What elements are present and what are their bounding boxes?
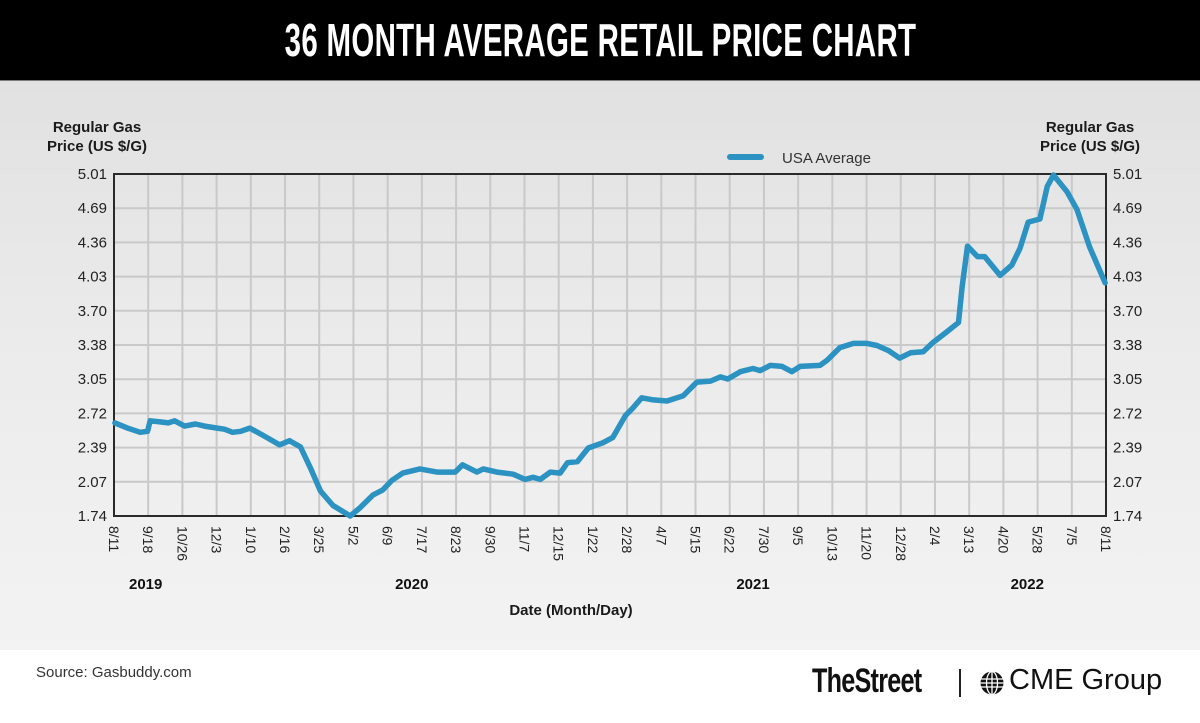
x-tick-label: 5/28 — [1030, 526, 1046, 553]
x-tick-label: 3/13 — [961, 526, 977, 553]
y-tick-label-left: 1.74 — [78, 508, 107, 525]
x-tick-label: 3/25 — [311, 526, 327, 553]
x-tick-label: 7/5 — [1064, 526, 1080, 546]
x-tick-label: 5/15 — [688, 526, 704, 553]
x-tick-label: 2/28 — [619, 526, 635, 553]
grid — [114, 174, 1106, 516]
y-tick-label-left: 5.01 — [78, 166, 107, 183]
series-group — [112, 172, 1108, 519]
y-tick-label-left: 3.38 — [78, 337, 107, 354]
x-tick-label: 2/4 — [927, 526, 943, 546]
header-bar: 36 MONTH AVERAGE RETAIL PRICE CHART — [0, 0, 1200, 81]
x-tick-label: 4/7 — [653, 526, 669, 546]
y-tick-label-right: 4.69 — [1113, 200, 1142, 217]
source-credit: Source: Gasbuddy.com — [36, 664, 192, 681]
footer: Source: Gasbuddy.com TheStreet CME Group — [0, 650, 1200, 723]
y-tick-label-left: 4.03 — [78, 269, 107, 286]
x-axis-title: Date (Month/Day) — [509, 602, 632, 619]
plot-frame — [113, 173, 1107, 517]
x-tick-label: 12/3 — [209, 526, 225, 553]
legend: USA Average — [727, 150, 871, 167]
y-tick-label-left: 2.39 — [78, 440, 107, 457]
x-tick-label: 7/17 — [414, 526, 430, 553]
x-tick-label: 1/22 — [585, 526, 601, 553]
y-axis-left: 5.01 4.69 4.36 4.03 3.70 3.38 3.05 2.72 2.39 2.07… — [78, 166, 107, 525]
year-label: 2020 — [395, 576, 428, 593]
y-tick-label-right: 5.01 — [1113, 166, 1142, 183]
y-tick-label-left: 2.07 — [78, 474, 107, 491]
y-tick-label-right: 3.70 — [1113, 303, 1142, 320]
y-tick-label-right: 3.05 — [1113, 371, 1142, 388]
y-axis-title-left-line1: Regular Gas — [53, 119, 141, 136]
x-tick-label: 5/2 — [345, 526, 361, 546]
usa-average-line — [112, 172, 1108, 519]
x-tick-label: 8/23 — [448, 526, 464, 553]
x-tick-label: 6/22 — [722, 526, 738, 553]
x-tick-label: 10/13 — [824, 526, 840, 561]
x-axis: 8/11 9/18 10/26 12/3 1/10 2/16 3/25 5/2 6/9 7/17 8… — [106, 526, 1114, 561]
y-axis-right: 5.01 4.69 4.36 4.03 3.70 3.38 3.05 2.72 2.39 2.07… — [1113, 166, 1142, 525]
y-axis-title-left-line2: Price (US $/G) — [47, 138, 147, 155]
y-tick-label-right: 1.74 — [1113, 508, 1142, 525]
x-tick-label: 8/11 — [106, 526, 122, 552]
x-tick-label: 8/11 — [1098, 526, 1114, 552]
year-label: 2022 — [1011, 576, 1044, 593]
globe-icon — [980, 670, 1004, 696]
x-tick-label: 9/18 — [140, 526, 156, 553]
x-tick-label: 10/26 — [174, 526, 190, 561]
x-tick-label: 7/30 — [756, 526, 772, 553]
year-label: 2019 — [129, 576, 162, 593]
y-tick-label-left: 2.72 — [78, 405, 107, 422]
y-tick-label-left: 3.70 — [78, 303, 107, 320]
x-tick-label: 12/28 — [893, 526, 909, 561]
x-tick-label: 12/15 — [551, 526, 567, 561]
y-tick-label-right: 3.38 — [1113, 337, 1142, 354]
x-tick-label: 11/20 — [859, 526, 875, 560]
x-tick-label: 2/16 — [277, 526, 293, 553]
year-label: 2021 — [736, 576, 769, 593]
year-labels: 2019 2020 2021 2022 — [129, 576, 1044, 593]
thestreet-logo: TheStreet — [812, 662, 922, 700]
x-tick-label: 9/30 — [482, 526, 498, 553]
y-tick-label-right: 2.07 — [1113, 474, 1142, 491]
y-tick-label-right: 2.72 — [1113, 405, 1142, 422]
x-tick-label: 11/7 — [516, 526, 532, 552]
y-tick-label-left: 4.69 — [78, 200, 107, 217]
y-tick-label-left: 3.05 — [78, 371, 107, 388]
y-tick-label-right: 2.39 — [1113, 440, 1142, 457]
cme-group-logo: CME Group — [1009, 664, 1163, 696]
y-axis-title-right-line2: Price (US $/G) — [1040, 138, 1140, 155]
y-axis-title-right-line1: Regular Gas — [1046, 119, 1134, 136]
legend-label-usa-average: USA Average — [782, 150, 871, 167]
chart-panel: 5.01 4.69 4.36 4.03 3.70 3.38 3.05 2.72 2.39 2.07… — [0, 81, 1200, 650]
x-tick-label: 9/5 — [790, 526, 806, 546]
x-tick-label: 6/9 — [380, 526, 396, 546]
y-tick-label-right: 4.36 — [1113, 234, 1142, 251]
x-tick-label: 4/20 — [995, 526, 1011, 553]
y-tick-label-right: 4.03 — [1113, 269, 1142, 286]
x-tick-label: 1/10 — [243, 526, 259, 553]
price-line-chart: 5.01 4.69 4.36 4.03 3.70 3.38 3.05 2.72 2.39 2.07… — [47, 119, 1142, 619]
logo-divider — [959, 669, 961, 697]
page-title: 36 MONTH AVERAGE RETAIL PRICE CHART — [284, 14, 916, 66]
y-tick-label-left: 4.36 — [78, 234, 107, 251]
